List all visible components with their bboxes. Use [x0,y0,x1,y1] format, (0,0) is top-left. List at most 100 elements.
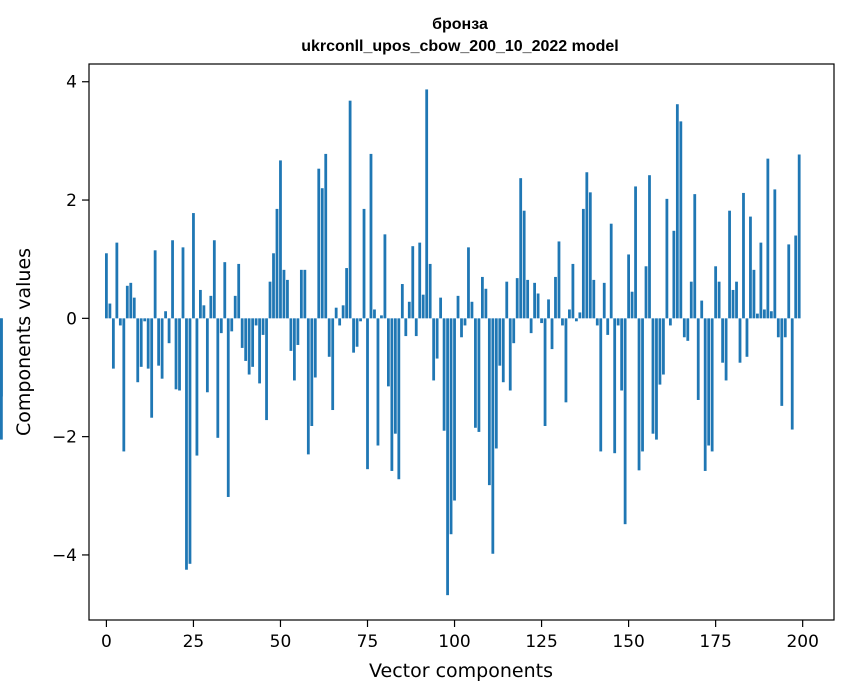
bar-93 [428,263,432,319]
bar-53 [289,318,293,351]
bar-120 [522,210,526,319]
bar-49 [275,208,279,319]
bar-124 [536,293,540,319]
bar-166 [682,318,686,338]
x-tick-label-75: 75 [357,632,379,652]
bar-105 [470,301,474,319]
bar-192 [773,189,777,319]
bar-113 [498,318,502,366]
bar-181 [735,281,738,319]
bar-47 [268,281,272,319]
bar-126 [543,318,547,426]
bar-97 [442,318,446,431]
bar-79 [380,315,383,319]
x-tick-label-100: 100 [438,632,470,652]
bar-139 [588,192,592,319]
bar-72 [355,318,359,347]
bar-176 [717,281,721,319]
bar-132 [564,318,568,403]
bar-145 [609,223,613,319]
bar-104 [467,247,470,319]
bar-66 [334,307,338,319]
bar-100 [453,318,456,501]
bar-144 [606,318,610,335]
bar-75 [366,318,369,470]
bar-184 [745,318,749,357]
bar-27 [199,289,202,319]
bar-87 [407,301,411,319]
bar-43 [254,318,258,326]
bar-134 [571,263,575,319]
bar-117 [512,318,516,344]
bar-106 [474,318,477,428]
bar-65 [331,318,335,411]
bar-180 [731,289,735,319]
bar-182 [738,318,742,363]
bar-18 [167,318,171,344]
bar-24 [188,318,192,564]
bar-186 [752,269,756,319]
bar-159 [658,318,662,385]
bar-198 [794,235,798,319]
bar-84 [397,318,401,480]
bar-48 [272,253,275,319]
bar-156 [648,175,651,319]
bar-82 [390,318,394,471]
y-tick-label-2: 2 [66,191,77,211]
bar-111 [491,318,495,554]
bar-13 [150,318,154,418]
bar-92 [425,89,429,319]
x-tick-label-0: 0 [101,632,112,652]
bar-78 [376,318,380,446]
bar-125 [540,318,543,324]
bar-61 [317,168,321,319]
bar-109 [484,288,488,319]
bar-168 [689,281,693,319]
bar-52 [286,279,289,319]
bar-187 [756,313,759,319]
bar-196 [787,244,791,319]
bar-191 [769,311,773,319]
bar-179 [728,210,731,319]
bar-51 [282,269,286,319]
bar-30 [209,295,213,319]
bar-158 [655,318,658,440]
bar-68 [341,305,345,319]
bar-23 [185,318,188,570]
bar-141 [595,318,599,326]
x-tick-label-150: 150 [612,632,644,652]
bar-35 [226,318,230,497]
bar-99 [449,318,453,535]
bar-50 [279,160,282,319]
bar-172 [703,318,707,471]
bar-16 [160,318,164,379]
bar-129 [554,276,557,319]
bar-31 [212,240,216,319]
bar-151 [630,291,634,319]
bar-153 [637,318,641,471]
bar-12 [146,318,150,369]
bar-69 [345,268,349,319]
bar-32 [216,318,220,438]
bar-62 [320,188,324,319]
bar-199 [797,154,801,319]
bar-173 [707,318,711,446]
bar-4 [118,318,122,326]
bar-21 [178,318,181,391]
bar-86 [404,318,408,337]
bar-146 [613,318,617,454]
bar-74 [362,208,366,319]
bar-38 [237,263,241,319]
bar-56 [299,269,303,319]
bar-45 [261,318,265,335]
bar-160 [662,318,665,375]
bar-130 [557,241,561,319]
bar-183 [742,192,745,319]
bar-118 [515,278,519,319]
bar-17 [164,311,167,319]
bar-89 [414,318,418,337]
chart-subtitle: ukrconll_upos_cbow_200_10_2022 model [301,38,618,55]
bar-10 [139,318,143,367]
bar-81 [387,318,390,387]
y-tick-label-4: 4 [66,73,77,93]
